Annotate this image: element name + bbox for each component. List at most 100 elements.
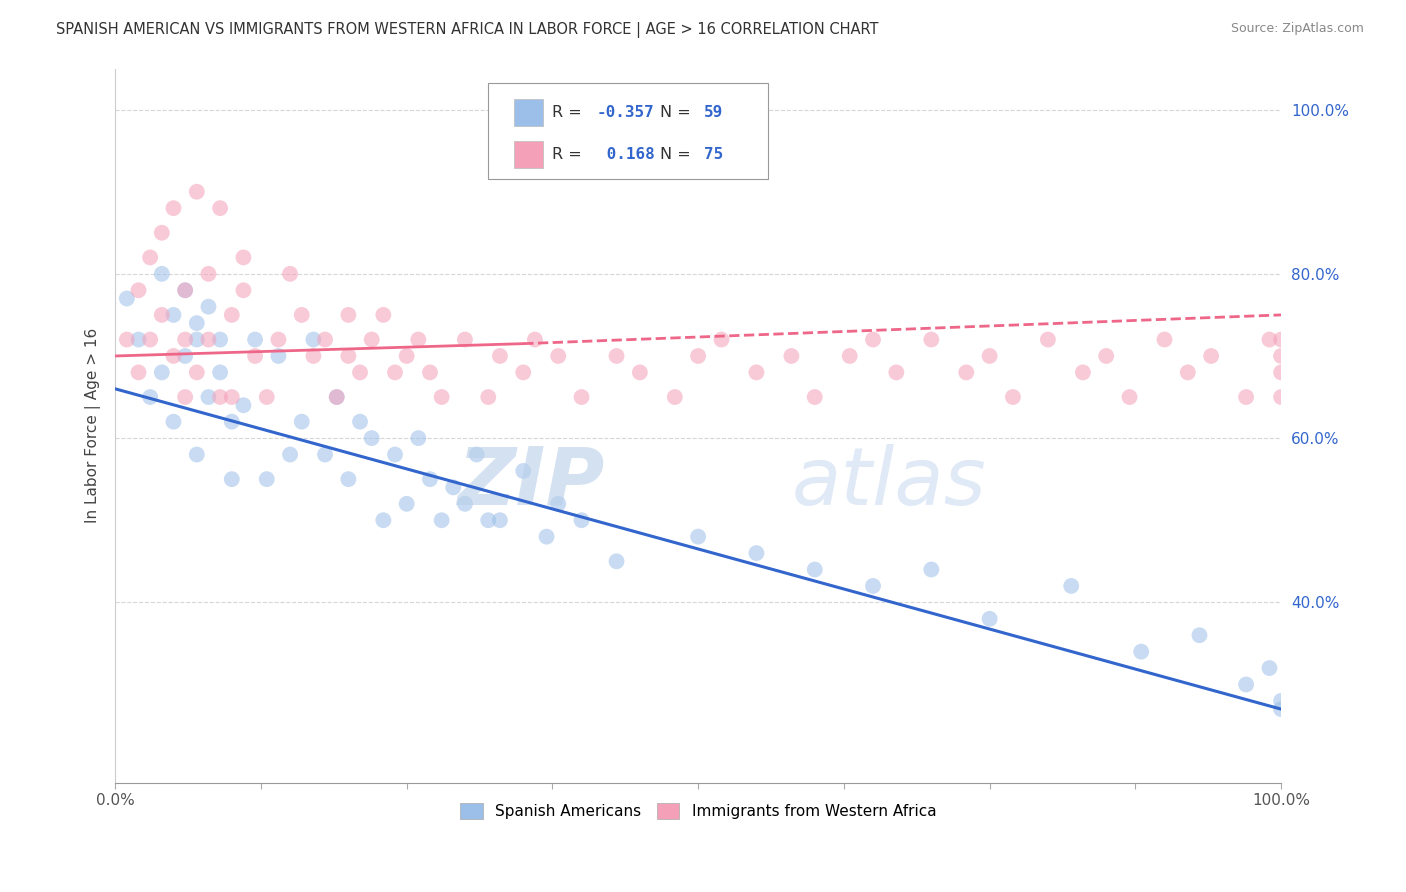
Point <box>688 349 710 363</box>
Point <box>605 554 627 568</box>
Point <box>430 390 453 404</box>
Text: Source: ZipAtlas.com: Source: ZipAtlas.com <box>1230 22 1364 36</box>
Point <box>139 333 162 347</box>
Point <box>408 431 430 445</box>
Point <box>838 349 860 363</box>
Point <box>547 349 569 363</box>
Point <box>920 333 942 347</box>
Point <box>512 365 534 379</box>
Point <box>1258 333 1281 347</box>
Point <box>232 251 254 265</box>
Point <box>128 365 150 379</box>
Point <box>477 390 499 404</box>
Point <box>419 472 441 486</box>
Point <box>1234 677 1257 691</box>
Point <box>197 333 219 347</box>
Point <box>115 333 138 347</box>
FancyBboxPatch shape <box>488 83 768 179</box>
Point <box>150 365 173 379</box>
Point <box>174 283 197 297</box>
Point <box>465 448 488 462</box>
Point <box>1199 349 1222 363</box>
Point <box>1270 702 1292 716</box>
Point <box>955 365 977 379</box>
Point <box>489 349 512 363</box>
Point <box>325 390 347 404</box>
Point <box>605 349 627 363</box>
Point <box>162 201 184 215</box>
FancyBboxPatch shape <box>515 99 543 127</box>
Point <box>174 390 197 404</box>
Point <box>197 300 219 314</box>
Point <box>1130 645 1153 659</box>
Point <box>209 365 232 379</box>
FancyBboxPatch shape <box>515 141 543 168</box>
Point <box>139 251 162 265</box>
Point <box>174 283 197 297</box>
Text: ZIP: ZIP <box>457 444 605 522</box>
Point <box>441 480 464 494</box>
Point <box>1270 349 1292 363</box>
Point <box>267 333 290 347</box>
Point <box>337 308 360 322</box>
Point <box>221 415 243 429</box>
Point <box>384 365 406 379</box>
Point <box>337 349 360 363</box>
Text: R =: R = <box>553 105 588 120</box>
Point <box>186 316 208 330</box>
Point <box>221 390 243 404</box>
Point <box>862 579 884 593</box>
Point <box>1036 333 1059 347</box>
Point <box>197 267 219 281</box>
Point <box>1270 333 1292 347</box>
Text: atlas: atlas <box>792 444 986 522</box>
Point <box>221 308 243 322</box>
Point <box>430 513 453 527</box>
Point <box>688 530 710 544</box>
Point <box>1095 349 1118 363</box>
Point <box>628 365 651 379</box>
Point <box>186 185 208 199</box>
Point <box>395 497 418 511</box>
Point <box>886 365 908 379</box>
Point <box>408 333 430 347</box>
Point <box>139 390 162 404</box>
Point <box>162 415 184 429</box>
Point <box>1153 333 1175 347</box>
Point <box>150 267 173 281</box>
Point <box>454 497 477 511</box>
Point <box>150 226 173 240</box>
Point <box>710 333 733 347</box>
Point <box>780 349 803 363</box>
Point <box>302 349 325 363</box>
Point <box>128 283 150 297</box>
Point <box>256 472 278 486</box>
Point <box>1060 579 1083 593</box>
Point <box>325 390 347 404</box>
Point <box>920 562 942 576</box>
Point <box>302 333 325 347</box>
Point <box>1258 661 1281 675</box>
Text: 0.168: 0.168 <box>596 147 654 161</box>
Point <box>314 333 336 347</box>
Point <box>162 308 184 322</box>
Point <box>243 333 266 347</box>
Point <box>664 390 686 404</box>
Point <box>803 390 825 404</box>
Point <box>197 390 219 404</box>
Point <box>209 201 232 215</box>
Point <box>221 472 243 486</box>
Text: 75: 75 <box>704 147 723 161</box>
Point <box>349 415 371 429</box>
Point <box>489 513 512 527</box>
Point <box>571 513 593 527</box>
Point <box>209 333 232 347</box>
Point <box>209 390 232 404</box>
Point <box>150 308 173 322</box>
Point <box>803 562 825 576</box>
Point <box>571 390 593 404</box>
Point <box>1118 390 1140 404</box>
Point <box>115 292 138 306</box>
Point <box>419 365 441 379</box>
Text: -0.357: -0.357 <box>596 105 654 120</box>
